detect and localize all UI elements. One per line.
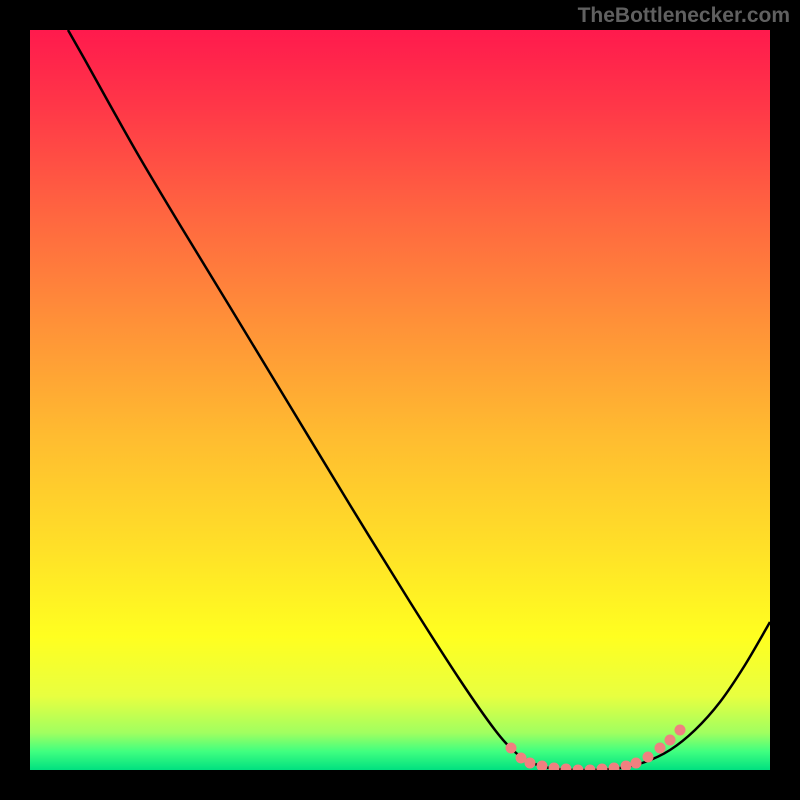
attribution-text: TheBottlenecker.com: [578, 4, 790, 28]
marker-dot: [655, 743, 666, 754]
marker-dot: [525, 758, 536, 769]
marker-dot: [506, 743, 517, 754]
marker-dot: [675, 725, 686, 736]
marker-dot: [665, 735, 676, 746]
chart-frame: TheBottlenecker.com: [0, 0, 800, 800]
gradient-background: [30, 30, 770, 770]
marker-dot: [643, 752, 654, 763]
bottleneck-chart-svg: [30, 30, 770, 770]
marker-dot: [631, 758, 642, 769]
plot-area: [30, 30, 770, 770]
